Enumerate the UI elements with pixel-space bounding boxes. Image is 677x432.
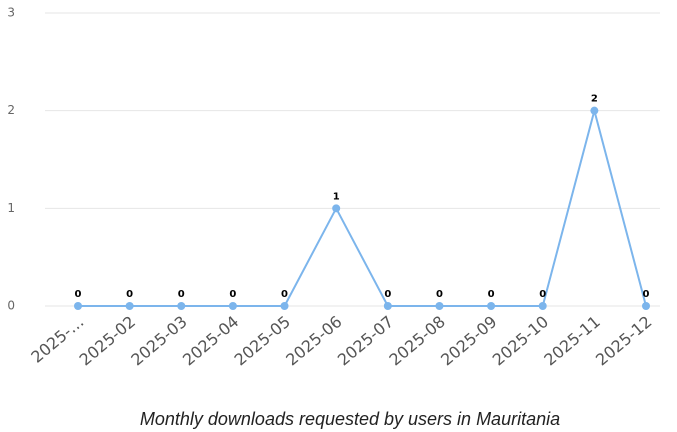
y-tick-label: 0 xyxy=(7,299,15,313)
data-label: 0 xyxy=(643,289,650,300)
x-tick-label: 2025-12 xyxy=(592,312,655,370)
point xyxy=(125,302,134,310)
point xyxy=(228,302,237,310)
data-label: 0 xyxy=(539,289,546,300)
point xyxy=(435,302,444,310)
y-tick-label: 1 xyxy=(7,201,15,215)
chart-title: Monthly downloads requested by users in … xyxy=(140,409,560,429)
line xyxy=(78,106,647,307)
point xyxy=(332,204,341,213)
data-label: 0 xyxy=(229,289,236,300)
data-label: 0 xyxy=(178,289,185,300)
x-tick-label: 2025-09 xyxy=(437,312,500,370)
x-tick-label: 2025-03 xyxy=(127,312,190,370)
data-label: 1 xyxy=(333,191,340,202)
data-label: 0 xyxy=(126,289,133,300)
data-label: 0 xyxy=(75,289,82,300)
point xyxy=(538,302,547,310)
point xyxy=(74,302,82,310)
data-label: 2 xyxy=(591,94,598,105)
x-tick-label: 2025-07 xyxy=(334,312,397,370)
point xyxy=(177,302,186,310)
x-tick-label: 2025-02 xyxy=(76,312,139,370)
x-tick-label: 2025-10 xyxy=(489,312,552,370)
y-tick-label: 2 xyxy=(7,103,15,117)
point xyxy=(383,302,392,310)
x-tick-label: 2025-11 xyxy=(540,312,603,370)
data-label: 0 xyxy=(281,289,288,300)
x-tick-label: 2025-04 xyxy=(179,312,242,370)
point xyxy=(642,302,650,310)
point xyxy=(487,302,496,310)
y-tick-label: 3 xyxy=(7,6,15,20)
data-label: 0 xyxy=(436,289,443,300)
data-label: 0 xyxy=(384,289,391,300)
point xyxy=(280,302,289,310)
x-tick-label: 2025-08 xyxy=(385,312,448,370)
data-label: 0 xyxy=(488,289,495,300)
x-tick-label: 2025-06 xyxy=(282,312,345,370)
point xyxy=(590,106,599,115)
x-tick-label: 2025-05 xyxy=(231,312,294,370)
